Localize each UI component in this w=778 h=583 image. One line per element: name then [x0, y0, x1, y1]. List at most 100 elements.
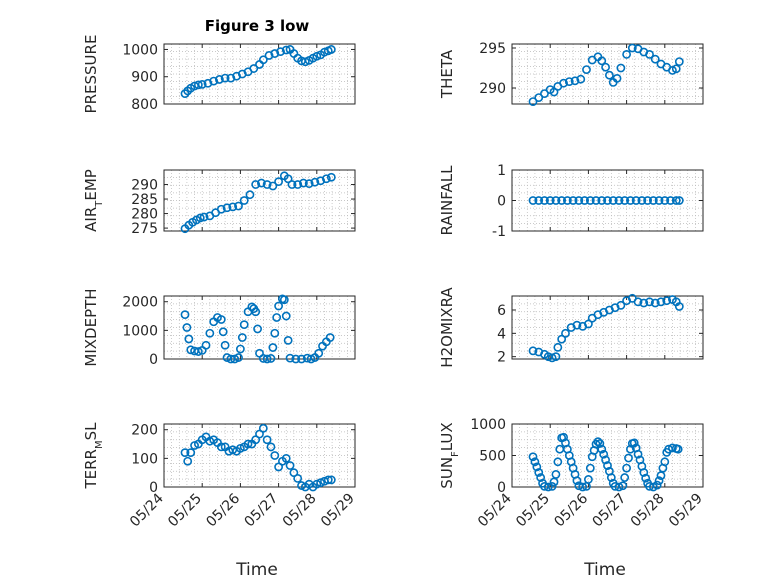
data-point — [266, 354, 276, 363]
data-point — [645, 297, 654, 307]
subplot-5: 0 1000 2000 MIXDEPTH — [82, 288, 356, 368]
data-point — [551, 352, 561, 362]
axes-box — [163, 169, 356, 232]
data-point — [237, 333, 247, 342]
data-point — [654, 196, 664, 205]
axes-box — [511, 295, 704, 360]
data-point — [540, 196, 549, 205]
data-point — [281, 45, 291, 55]
x-axis-label-right: Time — [583, 560, 626, 580]
series-markers — [528, 196, 684, 205]
data-point — [671, 64, 681, 74]
y-tick-label: 1000 — [470, 417, 506, 433]
data-point — [543, 482, 553, 492]
data-point — [218, 327, 228, 337]
data-point — [545, 196, 555, 205]
data-point — [532, 462, 542, 472]
data-point — [650, 298, 660, 308]
y-tick-label: 1000 — [122, 42, 158, 58]
data-point — [673, 444, 683, 454]
data-point — [239, 196, 249, 205]
data-point — [326, 45, 336, 54]
y-tick-label: 500 — [479, 449, 506, 465]
data-point — [234, 353, 243, 362]
data-point — [616, 63, 626, 73]
data-point — [614, 482, 624, 492]
data-point — [234, 201, 243, 211]
y-tick-label: 800 — [131, 97, 158, 113]
series-markers — [180, 294, 335, 364]
data-point — [624, 453, 633, 463]
data-point — [249, 64, 259, 73]
data-point — [274, 177, 283, 187]
y-tick-label: 290 — [131, 178, 158, 194]
data-point — [574, 196, 584, 205]
y-tick-label: -1 — [492, 224, 506, 240]
data-point — [547, 353, 557, 363]
data-point — [582, 65, 591, 74]
data-point — [599, 449, 609, 459]
data-point — [528, 346, 538, 356]
axes-box — [163, 43, 356, 105]
data-point — [312, 51, 322, 61]
data-point — [614, 196, 624, 205]
data-point — [528, 196, 538, 205]
data-point — [304, 179, 314, 189]
data-point — [568, 196, 578, 205]
data-point — [620, 196, 630, 205]
data-point — [235, 344, 245, 354]
data-point — [584, 475, 593, 484]
data-point — [300, 57, 310, 67]
data-point — [528, 97, 538, 106]
data-point — [562, 196, 572, 205]
y-tick-label: 285 — [131, 192, 158, 208]
data-point — [279, 295, 289, 305]
data-point — [660, 457, 670, 467]
y-tick-label: 0 — [497, 194, 506, 210]
y-axis-label: H2OMIXRA — [438, 287, 456, 368]
grid — [512, 296, 703, 359]
data-point — [534, 93, 544, 102]
data-point — [239, 320, 249, 330]
data-point — [299, 178, 308, 188]
series-markers — [180, 45, 336, 99]
data-point — [626, 196, 635, 205]
y-tick-label: 0 — [149, 480, 158, 496]
data-point — [193, 80, 203, 90]
data-point — [626, 444, 635, 454]
data-point — [195, 213, 205, 223]
data-point — [291, 354, 301, 364]
data-point — [564, 77, 574, 86]
data-point — [666, 196, 675, 205]
data-point — [553, 342, 563, 352]
data-point — [222, 203, 232, 213]
data-point — [293, 180, 303, 189]
data-point — [674, 302, 684, 311]
data-point — [547, 481, 557, 491]
data-point — [251, 180, 261, 189]
data-point — [601, 455, 610, 465]
data-point — [597, 444, 607, 454]
data-point — [201, 340, 211, 350]
data-point — [270, 328, 280, 338]
data-point — [620, 473, 630, 482]
data-point — [285, 353, 295, 363]
data-point — [597, 196, 607, 205]
data-point — [631, 196, 641, 205]
y-tick-label: 1 — [497, 163, 506, 179]
data-point — [591, 196, 601, 205]
data-point — [641, 473, 651, 483]
y-tick-label: 295 — [479, 41, 506, 57]
data-point — [316, 176, 326, 186]
data-point — [645, 50, 654, 59]
subplot-2: 290 295 THETA — [438, 41, 704, 106]
data-point — [285, 461, 295, 470]
data-point — [540, 89, 549, 98]
data-point — [612, 74, 622, 83]
data-point — [314, 348, 324, 358]
data-point — [639, 468, 649, 477]
data-point — [262, 180, 272, 189]
data-point — [643, 196, 653, 205]
